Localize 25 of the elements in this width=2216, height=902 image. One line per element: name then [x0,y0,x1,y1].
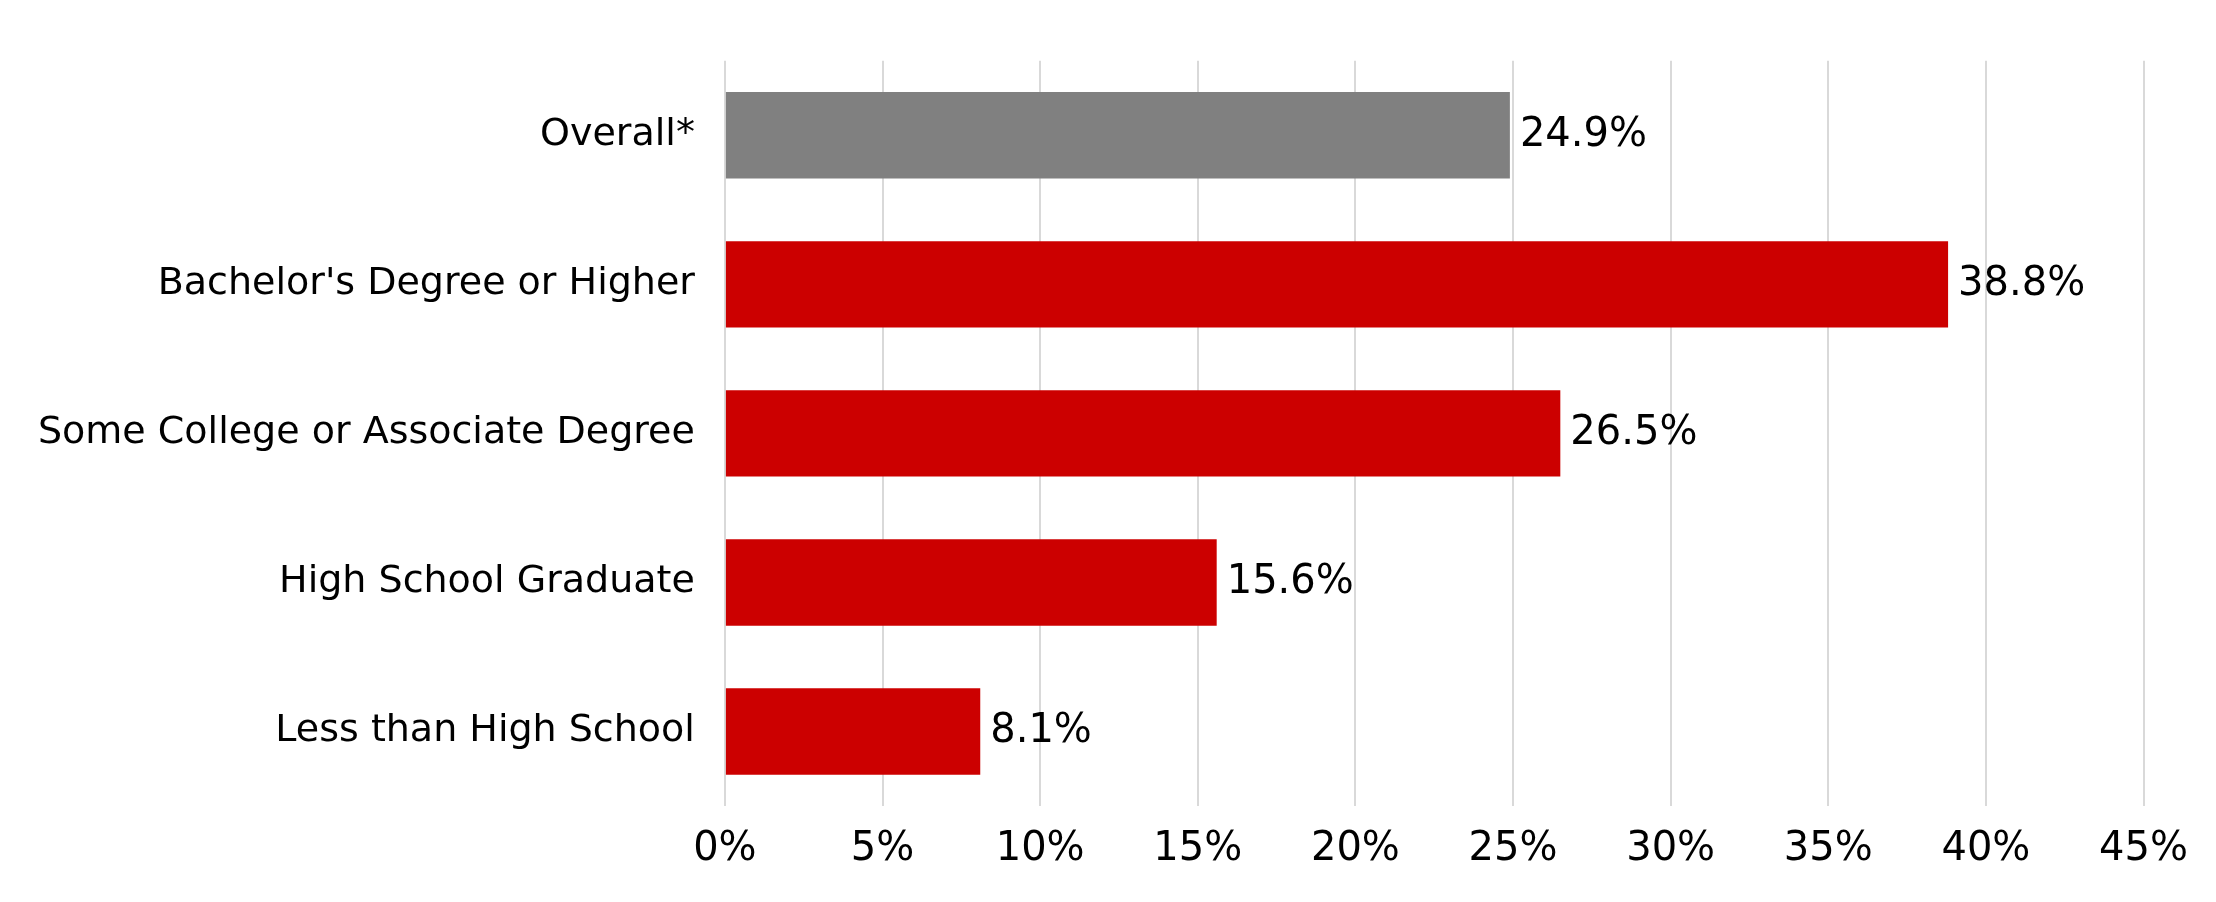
y-tick-label: Some College or Associate Degree [37,408,695,453]
x-tick-label: 15% [1153,823,1243,870]
bar [725,92,1510,179]
bar [725,688,981,775]
y-tick-label: Overall* [540,110,695,155]
x-tick-label: 45% [2099,823,2188,870]
x-tick-label: 25% [1468,823,1558,870]
x-tick-label: 40% [1941,823,2031,870]
bar [725,539,1217,626]
data-label: 24.9% [1519,108,1647,155]
x-tick-label: 5% [850,823,915,870]
data-label: 26.5% [1570,406,1698,453]
x-tick-label: 0% [693,823,757,870]
data-label: 8.1% [990,704,1092,751]
y-tick-label: High School Graduate [279,557,695,602]
x-tick-label: 30% [1626,823,1716,870]
x-tick-label: 20% [1310,823,1400,870]
x-tick-label: 10% [995,823,1085,870]
y-tick-label: Less than High School [275,706,695,751]
x-tick-label: 35% [1783,823,1873,870]
data-label: 15.6% [1226,555,1354,602]
bar [725,241,1949,328]
data-label: 38.8% [1958,257,2086,304]
y-tick-label: Bachelor's Degree or Higher [157,259,696,304]
bar [725,390,1561,477]
